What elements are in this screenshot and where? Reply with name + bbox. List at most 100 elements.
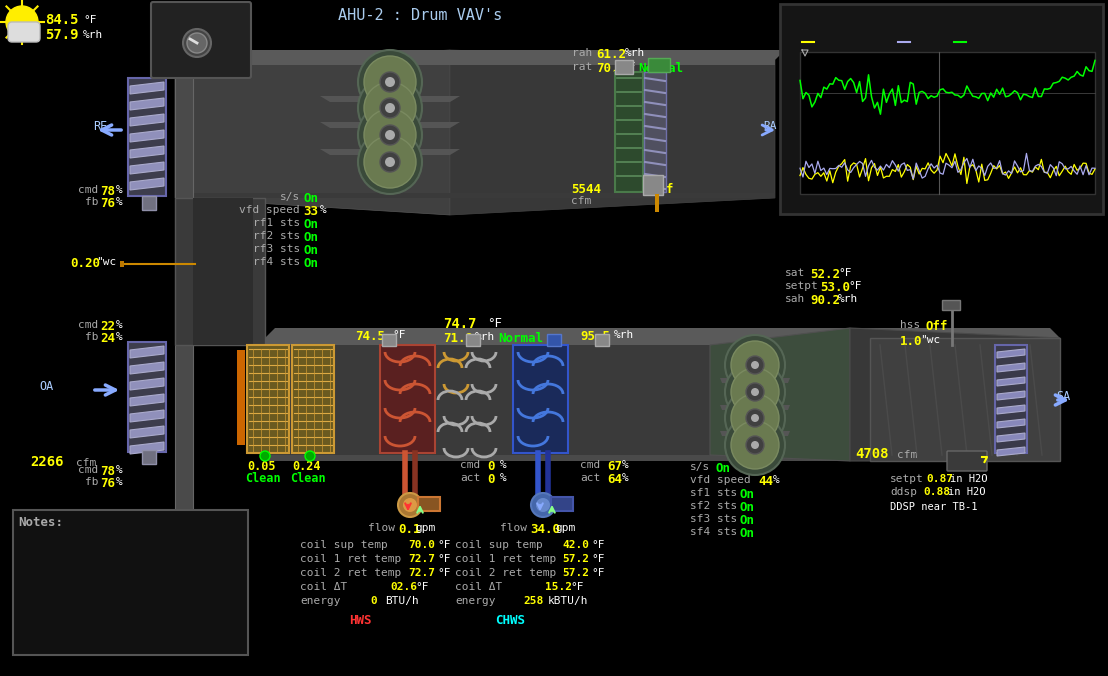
Text: sf2 sts: sf2 sts: [690, 501, 737, 511]
Polygon shape: [175, 50, 784, 60]
Text: off: off: [192, 11, 212, 21]
FancyBboxPatch shape: [947, 451, 987, 471]
Text: 64: 64: [607, 473, 622, 486]
Text: fb: fb: [84, 332, 98, 342]
Text: s/s: s/s: [279, 192, 300, 202]
Bar: [129, 342, 166, 452]
Text: Notes: Notes: [810, 47, 835, 56]
Circle shape: [365, 82, 416, 134]
Text: %rh: %rh: [614, 330, 634, 340]
Circle shape: [751, 388, 759, 396]
Text: 12:00: 12:00: [802, 197, 829, 206]
Text: °F: °F: [437, 568, 451, 578]
Polygon shape: [130, 394, 164, 406]
Text: setpt: setpt: [784, 281, 819, 291]
Polygon shape: [450, 50, 774, 215]
Text: 33: 33: [302, 205, 318, 218]
Text: On: On: [302, 192, 318, 205]
Text: cfm: cfm: [897, 450, 917, 460]
Text: coil 1 ret temp: coil 1 ret temp: [455, 554, 556, 564]
Polygon shape: [720, 405, 790, 410]
Bar: [142, 450, 156, 464]
Text: vfd speed: vfd speed: [239, 205, 300, 215]
Text: °F: °F: [591, 554, 605, 564]
Text: RA: RA: [763, 121, 777, 131]
Text: %: %: [116, 465, 123, 475]
Text: cfm: cfm: [76, 458, 96, 468]
Bar: [265, 345, 1060, 455]
Text: coil 1 ret temp: coil 1 ret temp: [300, 554, 401, 564]
Circle shape: [187, 33, 207, 53]
Bar: [800, 52, 1095, 194]
Text: coil sup temp: coil sup temp: [300, 540, 388, 550]
Text: 22: 22: [100, 320, 115, 333]
Bar: [129, 78, 166, 196]
Polygon shape: [130, 362, 164, 374]
Text: Jun 19: Jun 19: [931, 197, 963, 206]
Text: On: On: [302, 257, 318, 270]
Text: act: act: [579, 473, 601, 483]
Circle shape: [725, 415, 784, 475]
Text: 67: 67: [607, 460, 622, 473]
Circle shape: [725, 388, 784, 448]
Polygon shape: [130, 378, 164, 390]
Text: %: %: [116, 477, 123, 487]
Text: Mixed Air Temp: Mixed Air Temp: [968, 38, 1044, 47]
Text: On: On: [740, 488, 755, 501]
Polygon shape: [175, 193, 774, 198]
Bar: [237, 350, 245, 445]
Bar: [382, 334, 396, 346]
Text: Clean: Clean: [290, 472, 326, 485]
Text: sat: sat: [784, 268, 806, 278]
Text: On: On: [715, 462, 730, 475]
Circle shape: [183, 29, 211, 57]
Bar: [120, 261, 124, 267]
Text: hss: hss: [900, 320, 921, 330]
Bar: [380, 345, 435, 453]
Bar: [780, 4, 1102, 214]
Circle shape: [384, 157, 394, 167]
Text: sf4 sts: sf4 sts: [690, 527, 737, 537]
Text: gpm: gpm: [555, 523, 575, 533]
Text: ddsp: ddsp: [890, 487, 917, 497]
Polygon shape: [130, 98, 164, 110]
Text: %rh: %rh: [83, 30, 103, 40]
Text: 0.05: 0.05: [247, 460, 276, 473]
Circle shape: [731, 394, 779, 442]
Polygon shape: [130, 146, 164, 158]
Circle shape: [305, 451, 315, 461]
Text: AHU-2 : Drum VAV's - overview: AHU-2 : Drum VAV's - overview: [832, 12, 1049, 25]
Bar: [175, 65, 193, 540]
Text: on: on: [163, 22, 176, 32]
Text: sf3 sts: sf3 sts: [690, 514, 737, 524]
Text: 70.0: 70.0: [408, 540, 435, 550]
Text: act: act: [460, 473, 480, 483]
Text: fb: fb: [84, 197, 98, 207]
Circle shape: [380, 72, 400, 92]
Text: Off: Off: [652, 183, 675, 196]
Text: BTU/h: BTU/h: [384, 596, 419, 606]
Polygon shape: [997, 419, 1025, 428]
Text: 44: 44: [758, 475, 773, 488]
Circle shape: [384, 130, 394, 140]
Polygon shape: [997, 391, 1025, 400]
FancyArrowPatch shape: [762, 125, 772, 135]
Text: 78: 78: [100, 465, 115, 478]
Circle shape: [384, 103, 394, 113]
Bar: [247, 345, 289, 453]
Polygon shape: [130, 114, 164, 126]
Text: CHWS: CHWS: [495, 614, 525, 627]
FancyArrowPatch shape: [95, 385, 115, 395]
Polygon shape: [130, 130, 164, 142]
Text: 0: 0: [488, 473, 494, 486]
Circle shape: [358, 50, 422, 114]
Text: cmd: cmd: [579, 460, 601, 470]
Bar: [615, 72, 643, 192]
Text: 4708: 4708: [855, 447, 889, 461]
Circle shape: [751, 414, 759, 422]
Text: flow: flow: [500, 523, 527, 533]
FancyBboxPatch shape: [151, 2, 252, 78]
Text: %: %: [116, 185, 123, 195]
Circle shape: [731, 341, 779, 389]
Text: fb: fb: [84, 477, 98, 487]
